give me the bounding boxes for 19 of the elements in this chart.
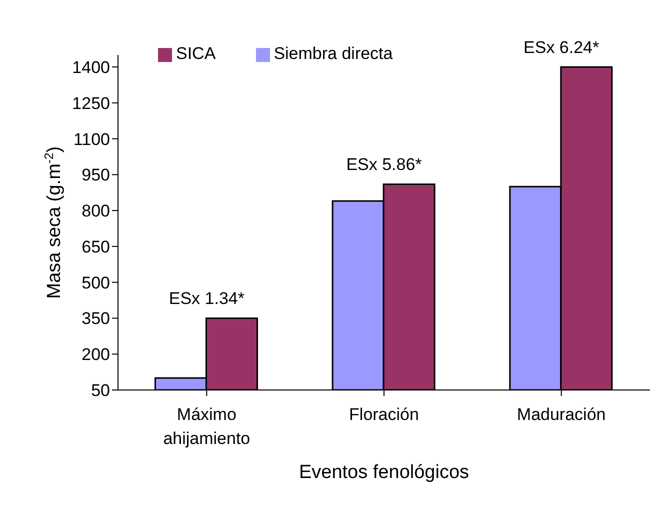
legend-label: Siembra directa: [274, 44, 393, 63]
y-tick-label: 950: [82, 166, 110, 185]
y-tick-label: 350: [82, 309, 110, 328]
y-tick-label: 50: [91, 381, 110, 400]
x-axis-title: Eventos fenológicos: [298, 462, 470, 483]
y-tick-label: 500: [82, 273, 110, 292]
annotation: ESx 5.86*: [346, 155, 422, 174]
annotation: ESx 1.34*: [168, 289, 245, 308]
legend-label: SICA: [176, 44, 216, 63]
y-tick-label: 1250: [72, 94, 110, 113]
y-tick-label: 800: [82, 202, 110, 221]
y-tick-label: 1100: [73, 130, 110, 149]
y-tick-label: 1400: [72, 58, 110, 77]
x-tick-label: Maduración: [516, 405, 606, 424]
y-tick-label: 650: [82, 237, 110, 256]
annotation: ESx 6.24*: [524, 38, 600, 57]
x-tick-label: Floración: [349, 405, 419, 424]
x-tick-label: Máximo ahijamiento: [163, 405, 250, 448]
y-tick-label: 200: [82, 345, 110, 364]
